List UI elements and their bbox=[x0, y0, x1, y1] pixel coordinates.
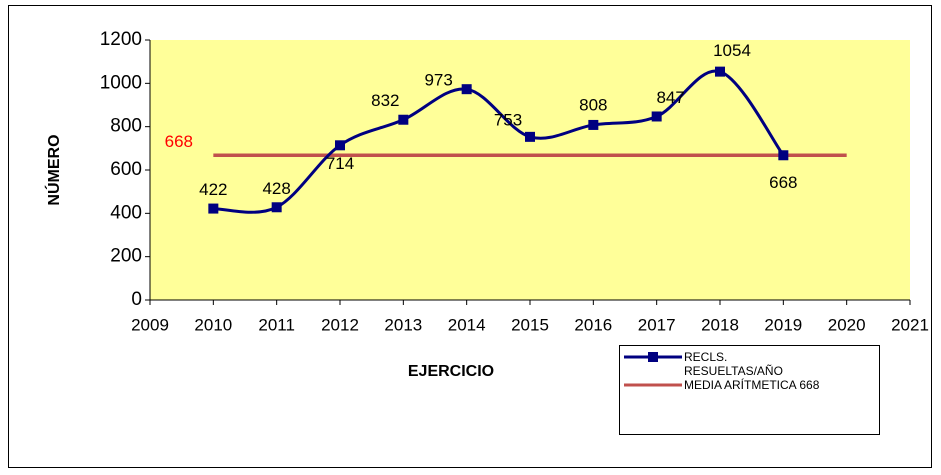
y-tick-label: 200 bbox=[110, 246, 142, 267]
data-point bbox=[588, 119, 599, 130]
data-point bbox=[525, 131, 535, 142]
legend-label: RECLS. RESUELTAS/AÑO bbox=[684, 350, 783, 378]
y-tick-label: 600 bbox=[110, 159, 142, 180]
x-tick-label: 2018 bbox=[701, 315, 739, 334]
data-label: 832 bbox=[371, 91, 399, 110]
x-tick-label: 2017 bbox=[638, 315, 676, 334]
legend-item: RECLS. RESUELTAS/AÑO bbox=[620, 350, 794, 378]
y-axis-label: NÚMERO bbox=[44, 134, 63, 205]
x-tick-label: 2013 bbox=[384, 315, 422, 334]
data-label: 847 bbox=[656, 88, 684, 107]
y-tick-label: 1200 bbox=[100, 29, 142, 50]
data-point bbox=[778, 150, 789, 161]
y-tick-label: 800 bbox=[110, 116, 142, 137]
data-point bbox=[398, 114, 409, 125]
x-tick-label: 2015 bbox=[511, 315, 549, 334]
annotation: 668 bbox=[165, 132, 193, 151]
legend-label: MEDIA ARÍTMETICA 668 bbox=[684, 378, 820, 392]
legend-item: MEDIA ARÍTMETICA 668 bbox=[620, 378, 874, 392]
data-label: 973 bbox=[424, 71, 452, 90]
data-label: 428 bbox=[262, 179, 290, 198]
x-tick-label: 2009 bbox=[131, 315, 169, 334]
data-label: 808 bbox=[579, 95, 607, 114]
legend-swatch bbox=[624, 352, 682, 362]
legend: RECLS. RESUELTAS/AÑO MEDIA ARÍTMETICA 668 bbox=[619, 345, 880, 435]
data-label: 714 bbox=[326, 154, 354, 173]
data-point bbox=[715, 66, 725, 77]
x-tick-label: 2019 bbox=[764, 315, 802, 334]
x-tick-label: 2012 bbox=[321, 315, 359, 334]
data-point bbox=[271, 202, 282, 213]
data-point bbox=[651, 111, 662, 122]
data-label: 422 bbox=[199, 180, 227, 199]
legend-swatch bbox=[624, 383, 682, 387]
data-point bbox=[335, 140, 345, 151]
plot-area bbox=[150, 40, 910, 300]
y-tick-label: 400 bbox=[110, 202, 142, 223]
data-label: 753 bbox=[494, 110, 522, 129]
data-point bbox=[461, 84, 472, 95]
y-tick-label: 0 bbox=[131, 289, 142, 310]
x-tick-label: 2016 bbox=[574, 315, 612, 334]
series-line bbox=[213, 69, 785, 214]
x-tick-label: 2020 bbox=[828, 315, 866, 334]
x-axis-label: EJERCICIO bbox=[408, 363, 494, 380]
data-point bbox=[208, 203, 219, 214]
data-label: 1054 bbox=[713, 41, 751, 60]
x-tick-label: 2011 bbox=[258, 315, 295, 334]
y-tick-label: 1000 bbox=[100, 72, 142, 93]
data-label: 668 bbox=[769, 173, 797, 192]
x-tick-label: 2014 bbox=[448, 315, 486, 334]
x-tick-label: 2021 bbox=[891, 315, 929, 334]
x-tick-label: 2010 bbox=[194, 315, 232, 334]
